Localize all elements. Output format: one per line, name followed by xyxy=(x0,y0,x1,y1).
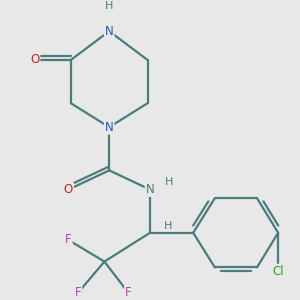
Text: O: O xyxy=(30,53,39,67)
Text: H: H xyxy=(164,220,172,231)
Text: Cl: Cl xyxy=(272,265,284,278)
Text: F: F xyxy=(125,286,132,299)
Text: H: H xyxy=(105,1,113,11)
Text: F: F xyxy=(65,233,72,247)
Text: N: N xyxy=(105,121,114,134)
Text: H: H xyxy=(165,177,174,188)
Text: N: N xyxy=(105,25,114,38)
Text: O: O xyxy=(64,183,73,196)
Text: N: N xyxy=(146,183,154,196)
Text: F: F xyxy=(75,286,81,299)
